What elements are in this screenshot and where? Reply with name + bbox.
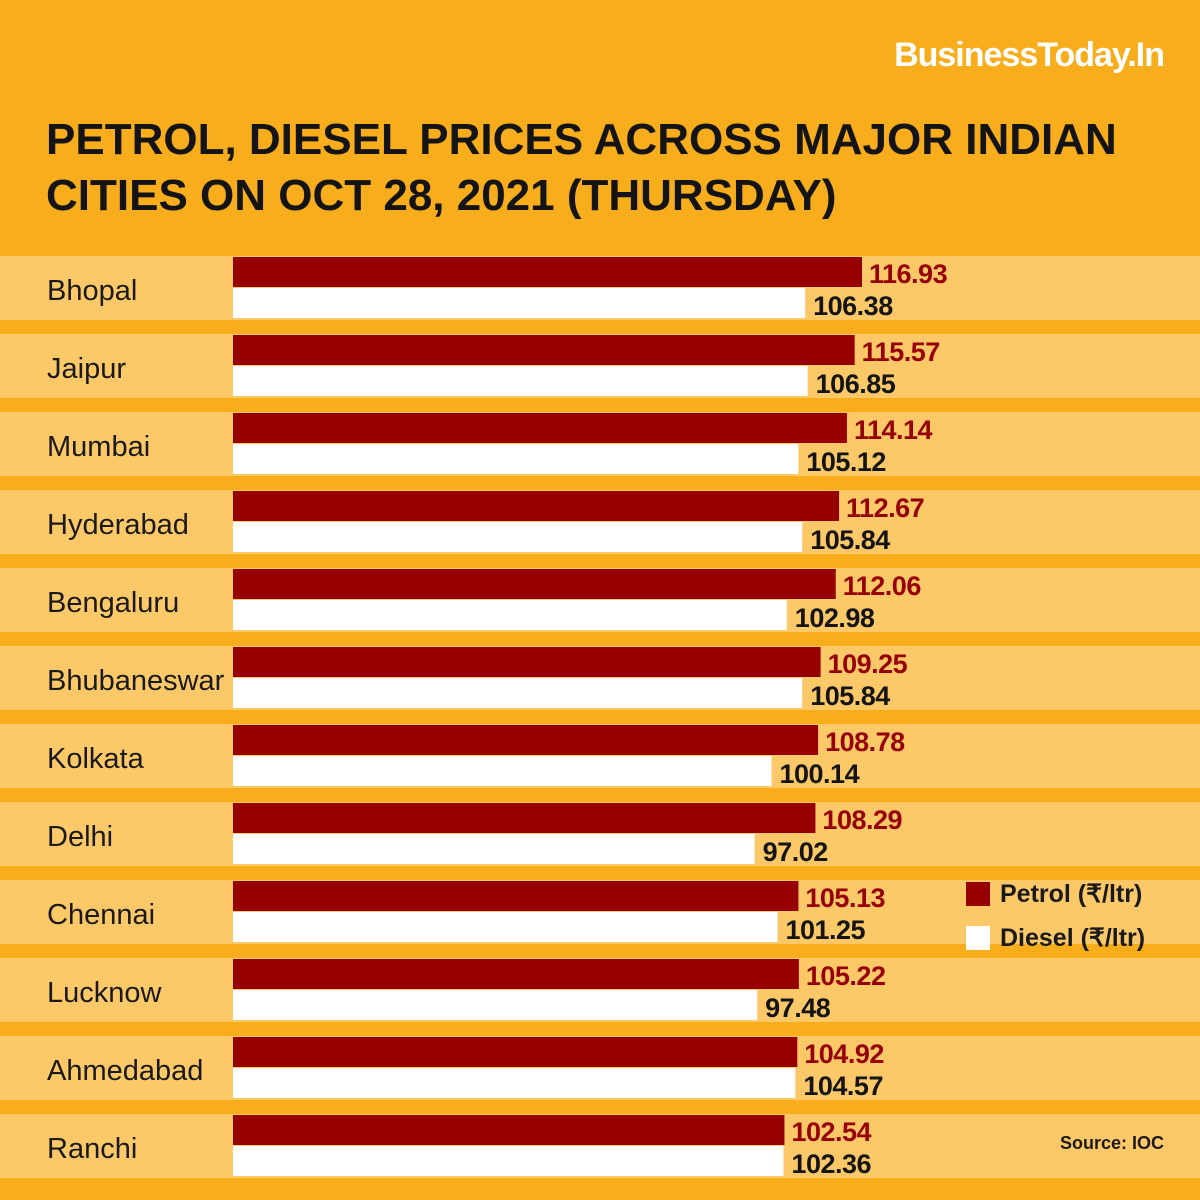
legend-label-petrol: Petrol (₹/ltr) bbox=[1000, 880, 1143, 908]
category-label: Jaipur bbox=[47, 353, 126, 385]
diesel-value-label: 102.98 bbox=[795, 603, 875, 633]
petrol-bar bbox=[233, 959, 799, 989]
diesel-bar bbox=[233, 912, 778, 942]
category-label: Bengaluru bbox=[47, 587, 179, 619]
category-label: Ranchi bbox=[47, 1133, 137, 1165]
diesel-value-label: 106.38 bbox=[813, 291, 893, 321]
diesel-value-label: 100.14 bbox=[780, 759, 860, 789]
diesel-value-label: 97.02 bbox=[763, 837, 828, 867]
petrol-bar bbox=[233, 1037, 798, 1067]
petrol-value-label: 108.29 bbox=[822, 805, 902, 835]
legend-label-diesel: Diesel (₹/ltr) bbox=[1000, 924, 1146, 952]
diesel-bar bbox=[233, 522, 803, 552]
diesel-bar bbox=[233, 600, 787, 630]
petrol-value-label: 115.57 bbox=[862, 337, 940, 367]
diesel-value-label: 105.84 bbox=[810, 525, 890, 555]
category-label: Delhi bbox=[47, 821, 113, 853]
petrol-value-label: 114.14 bbox=[854, 415, 933, 445]
petrol-value-label: 105.13 bbox=[805, 883, 885, 913]
category-label: Ahmedabad bbox=[47, 1055, 203, 1087]
diesel-value-label: 102.36 bbox=[791, 1149, 871, 1179]
diesel-bar bbox=[233, 1068, 796, 1098]
diesel-value-label: 105.84 bbox=[810, 681, 890, 711]
petrol-value-label: 112.06 bbox=[843, 571, 922, 601]
diesel-value-label: 97.48 bbox=[765, 993, 831, 1023]
petrol-value-label: 104.92 bbox=[804, 1039, 884, 1069]
petrol-bar bbox=[233, 413, 847, 443]
petrol-value-label: 112.67 bbox=[846, 493, 924, 523]
diesel-swatch bbox=[966, 926, 990, 950]
chart-title: PETROL, DIESEL PRICES ACROSS MAJOR INDIA… bbox=[46, 115, 1117, 220]
petrol-value-label: 105.22 bbox=[806, 961, 886, 991]
category-label: Hyderabad bbox=[47, 509, 189, 541]
source-note: Source: IOC bbox=[1059, 1133, 1164, 1153]
diesel-bar bbox=[233, 288, 806, 318]
diesel-bar bbox=[233, 756, 772, 786]
petrol-value-label: 109.25 bbox=[828, 649, 908, 679]
petrol-bar bbox=[233, 647, 821, 677]
legend-item-diesel: Diesel (₹/ltr) bbox=[966, 916, 1145, 960]
brand-logo: BusinessToday.In bbox=[894, 36, 1165, 74]
legend: Petrol (₹/ltr) Diesel (₹/ltr) bbox=[966, 872, 1145, 960]
petrol-bar bbox=[233, 257, 862, 287]
petrol-swatch bbox=[966, 882, 990, 906]
petrol-value-label: 108.78 bbox=[825, 727, 905, 757]
category-label: Chennai bbox=[47, 899, 155, 931]
petrol-bar bbox=[233, 569, 836, 599]
diesel-value-label: 104.57 bbox=[803, 1071, 883, 1101]
diesel-bar bbox=[233, 366, 808, 396]
petrol-bar bbox=[233, 725, 819, 755]
category-label: Kolkata bbox=[47, 743, 145, 775]
diesel-value-label: 101.25 bbox=[785, 915, 865, 945]
category-label: Mumbai bbox=[47, 431, 150, 463]
category-label: Bhopal bbox=[47, 275, 137, 307]
diesel-bar bbox=[233, 990, 758, 1020]
diesel-bar bbox=[233, 834, 755, 864]
legend-item-petrol: Petrol (₹/ltr) bbox=[966, 872, 1145, 916]
diesel-bar bbox=[233, 678, 803, 708]
petrol-bar bbox=[233, 803, 816, 833]
petrol-value-label: 116.93 bbox=[869, 259, 948, 289]
petrol-bar bbox=[233, 1115, 785, 1145]
petrol-bar bbox=[233, 335, 855, 365]
petrol-bar bbox=[233, 881, 799, 911]
petrol-bar bbox=[233, 491, 840, 521]
diesel-bar bbox=[233, 444, 799, 474]
diesel-value-label: 106.85 bbox=[816, 369, 896, 399]
category-label: Lucknow bbox=[47, 977, 163, 1009]
category-label: Bhubaneswar bbox=[47, 665, 225, 697]
diesel-bar bbox=[233, 1146, 784, 1176]
diesel-value-label: 105.12 bbox=[806, 447, 886, 477]
petrol-value-label: 102.54 bbox=[791, 1117, 871, 1147]
